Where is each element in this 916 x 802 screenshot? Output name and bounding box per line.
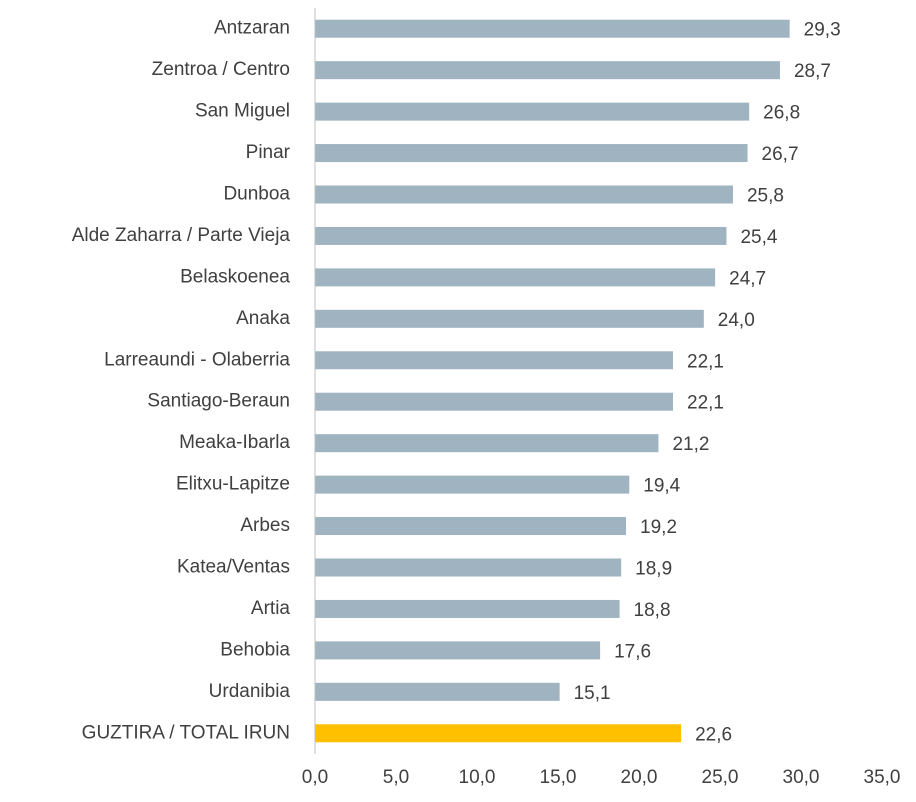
x-tick-label: 30,0	[783, 767, 820, 788]
bar	[315, 434, 659, 453]
y-tick-label: Urdanibia	[209, 681, 291, 702]
y-tick-label: Zentroa / Centro	[152, 59, 290, 80]
value-label: 25,4	[740, 227, 777, 248]
bar	[315, 392, 674, 411]
value-label: 18,9	[635, 559, 672, 580]
y-tick-label: Antzaran	[214, 18, 290, 39]
bar	[315, 724, 682, 743]
bar	[315, 226, 727, 245]
value-label: 18,8	[634, 600, 671, 621]
value-label: 24,7	[729, 268, 766, 289]
x-tick-label: 10,0	[459, 767, 496, 788]
y-tick-label: Arbes	[240, 515, 290, 536]
y-tick-label: Alde Zaharra / Parte Vieja	[72, 225, 291, 246]
bar	[315, 144, 748, 163]
y-tick-label: Behobia	[220, 639, 290, 660]
bar	[315, 475, 630, 494]
bar	[315, 185, 733, 204]
y-tick-label: Artia	[251, 598, 291, 619]
bar	[315, 517, 627, 536]
x-tick-label: 5,0	[383, 767, 409, 788]
x-tick-label: 15,0	[540, 767, 577, 788]
value-label: 25,8	[747, 186, 784, 207]
value-label: 28,7	[794, 61, 831, 82]
bar	[315, 61, 780, 80]
value-label: 24,0	[718, 310, 755, 331]
value-label: 26,8	[763, 103, 800, 124]
y-tick-label: Elitxu-Lapitze	[176, 474, 290, 495]
value-label: 17,6	[614, 641, 651, 662]
y-tick-label: GUZTIRA / TOTAL IRUN	[82, 722, 290, 743]
y-tick-label: Larreaundi - Olaberria	[104, 349, 290, 370]
bar	[315, 309, 704, 328]
bar	[315, 558, 622, 577]
value-label: 21,2	[672, 434, 709, 455]
value-label: 22,1	[687, 351, 724, 372]
y-tick-label: Katea/Ventas	[177, 557, 290, 578]
bar	[315, 682, 560, 701]
bar	[315, 268, 716, 287]
value-label: 26,7	[762, 144, 799, 165]
y-tick-label: San Miguel	[195, 101, 290, 122]
value-label: 15,1	[574, 683, 611, 704]
y-tick-label: Anaka	[236, 308, 290, 329]
bar	[315, 641, 601, 660]
y-tick-label: Meaka-Ibarla	[179, 432, 290, 453]
value-label: 19,2	[640, 517, 677, 538]
x-tick-label: 20,0	[621, 767, 658, 788]
bar	[315, 351, 674, 370]
value-label: 29,3	[804, 20, 841, 41]
x-tick-label: 0,0	[302, 767, 328, 788]
y-tick-label: Belaskoenea	[180, 266, 290, 287]
value-label: 22,6	[695, 724, 732, 745]
x-tick-label: 25,0	[702, 767, 739, 788]
bar	[315, 19, 790, 38]
y-tick-label: Dunboa	[223, 184, 290, 205]
bar	[315, 599, 620, 618]
y-tick-label: Pinar	[246, 142, 291, 163]
x-tick-label: 35,0	[864, 767, 901, 788]
value-label: 22,1	[687, 393, 724, 414]
value-label: 19,4	[643, 476, 680, 497]
bar	[315, 102, 750, 121]
y-tick-label: Santiago-Beraun	[147, 391, 290, 412]
